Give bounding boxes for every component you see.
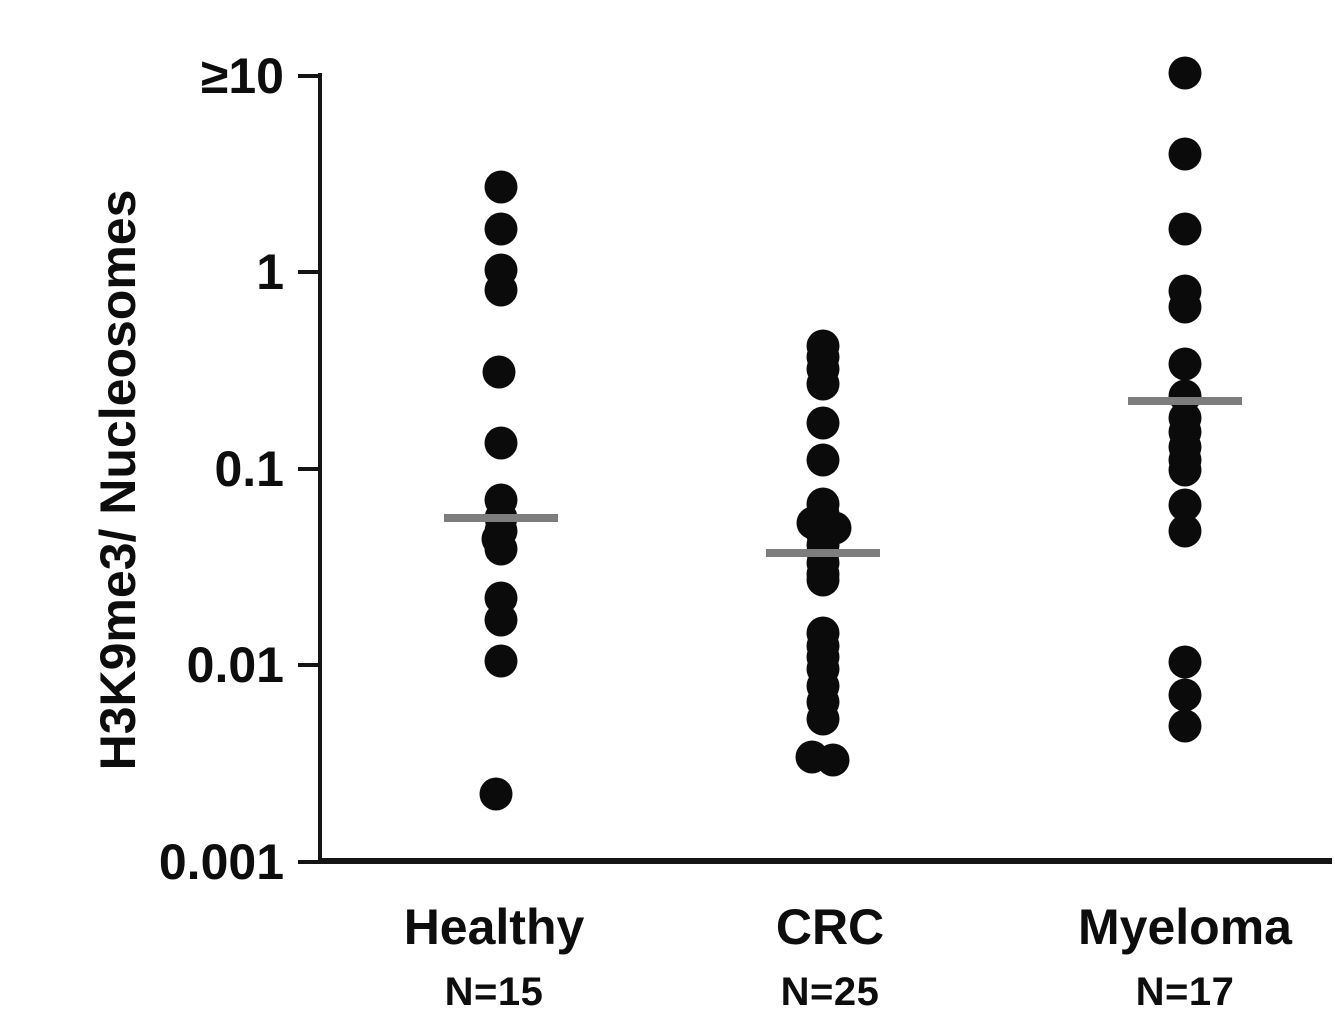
data-point — [484, 212, 518, 246]
data-point — [484, 273, 518, 307]
median-line — [766, 549, 880, 558]
data-point — [1168, 453, 1202, 487]
data-point — [484, 644, 518, 678]
data-point — [1168, 514, 1202, 548]
y-tick-label-10: ≥10 — [200, 47, 284, 104]
data-point — [1168, 645, 1202, 679]
data-point — [806, 367, 840, 401]
median-line — [1128, 397, 1242, 406]
group-n-healthy: N=15 — [444, 970, 544, 1014]
data-point — [816, 743, 850, 777]
data-point — [806, 563, 840, 597]
y-axis-tick — [298, 859, 318, 864]
group-label-healthy: Healthy — [403, 899, 585, 955]
data-point — [1168, 56, 1202, 90]
data-point — [484, 532, 518, 566]
data-point — [482, 355, 516, 389]
y-tick-label-1: 1 — [256, 244, 284, 300]
group-n-myeloma: N=17 — [1135, 970, 1235, 1014]
y-tick-label-0p001: 0.001 — [158, 833, 284, 890]
y-axis-tick — [298, 270, 318, 274]
y-axis-tick — [298, 466, 318, 471]
data-point — [479, 777, 513, 811]
data-point — [806, 443, 840, 477]
x-axis-line — [318, 858, 1332, 864]
group-label-myeloma: Myeloma — [1078, 899, 1292, 955]
data-point — [1168, 709, 1202, 743]
data-point — [1168, 290, 1202, 324]
data-point — [484, 603, 518, 637]
data-point — [806, 406, 840, 440]
y-axis-tick — [298, 663, 318, 667]
group-n-crc: N=25 — [780, 970, 880, 1014]
y-axis-tick — [298, 73, 318, 78]
data-point — [1168, 678, 1202, 712]
data-point — [1168, 347, 1202, 381]
data-point — [484, 170, 518, 204]
y-axis-line — [318, 73, 322, 862]
median-line — [444, 513, 558, 522]
data-point — [1168, 137, 1202, 171]
group-label-crc: CRC — [775, 899, 885, 955]
data-point — [1168, 212, 1202, 246]
y-tick-label-0p01: 0.01 — [186, 637, 284, 693]
data-point — [806, 702, 840, 736]
y-tick-label-0p1: 0.1 — [214, 440, 284, 497]
data-point — [484, 426, 518, 460]
